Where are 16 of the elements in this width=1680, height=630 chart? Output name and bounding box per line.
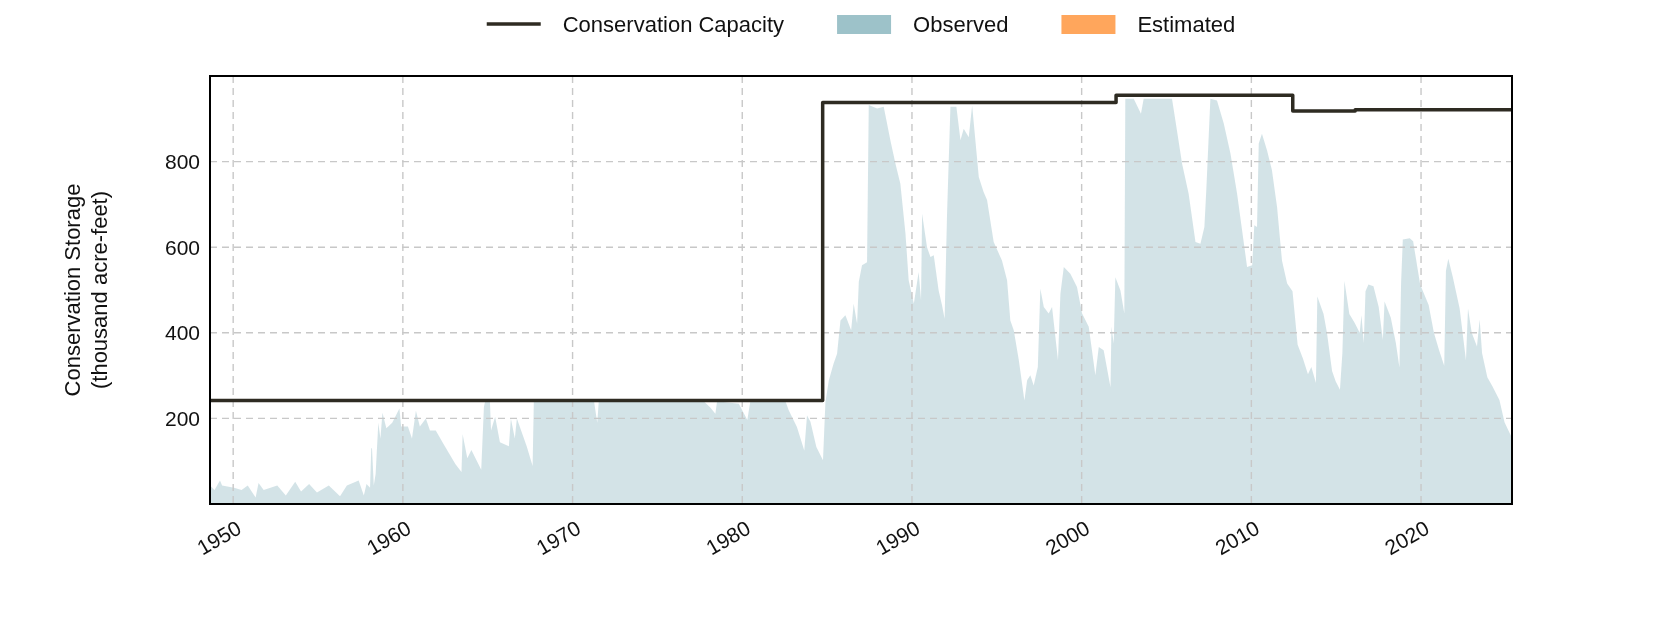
y-tick-label: 800 [164, 150, 200, 174]
x-tick-label: 1980 [702, 516, 754, 560]
x-tick-label: 2000 [1041, 516, 1094, 560]
x-tick-label: 2020 [1380, 516, 1433, 560]
y-tick-label: 200 [164, 406, 200, 430]
x-tick-label: 1990 [871, 516, 924, 560]
x-tick-label: 1960 [362, 516, 415, 560]
x-tick-label: 1950 [192, 516, 245, 560]
x-tick-label: 1970 [532, 516, 585, 560]
y-axis-title: Conservation Storage (thousand acre-feet) [60, 183, 112, 397]
y-tick-label: 400 [164, 321, 200, 345]
legend-label: Estimated [1137, 11, 1236, 37]
legend-label: Observed [913, 11, 1009, 37]
y-tick-label: 600 [164, 235, 200, 259]
legend-label: Conservation Capacity [562, 11, 785, 37]
x-tick-label: 2010 [1211, 516, 1264, 560]
